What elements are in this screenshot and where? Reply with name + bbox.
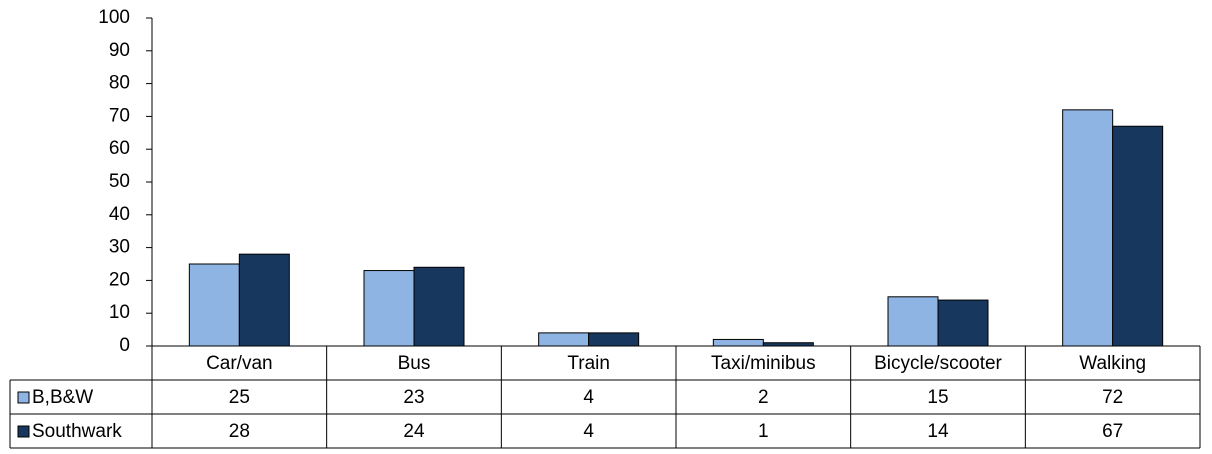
- bar: [363, 270, 415, 347]
- bar: [188, 263, 240, 347]
- bar: [238, 253, 290, 347]
- y-tick-label: 100: [98, 7, 130, 28]
- y-tick-label: 50: [109, 171, 130, 192]
- x-tick-label: Walking: [1079, 353, 1146, 374]
- table-value: 25: [229, 387, 250, 408]
- y-tick-label: 20: [109, 269, 130, 290]
- y-tick-label: 80: [109, 73, 130, 94]
- table-value: 4: [583, 421, 594, 442]
- y-tick-label: 10: [109, 302, 130, 323]
- table-value: 72: [1102, 387, 1123, 408]
- bar: [1062, 109, 1114, 347]
- legend-key: [17, 425, 30, 438]
- y-tick-label: 60: [109, 138, 130, 159]
- x-tick-label: Train: [567, 353, 610, 374]
- bar: [937, 299, 989, 347]
- table-value: 24: [403, 421, 425, 442]
- table-value: 2: [758, 387, 769, 408]
- x-tick-label: Bicycle/scooter: [874, 353, 1002, 374]
- table-value: 15: [927, 387, 948, 408]
- y-tick-label: 90: [109, 40, 130, 61]
- table-value: 14: [927, 421, 949, 442]
- bar: [1112, 125, 1164, 347]
- bar: [413, 266, 465, 347]
- bar: [887, 296, 939, 347]
- x-tick-label: Car/van: [206, 353, 273, 374]
- x-tick-label: Bus: [398, 353, 431, 374]
- table-value: 67: [1102, 421, 1123, 442]
- bar: [588, 332, 640, 347]
- table-value: 4: [583, 387, 594, 408]
- x-tick-label: Taxi/minibus: [711, 353, 816, 374]
- y-tick-label: 0: [119, 335, 130, 356]
- legend-key: [17, 391, 30, 404]
- legend-label: Southwark: [32, 421, 122, 442]
- table-value: 23: [403, 387, 424, 408]
- y-tick-label: 70: [109, 105, 130, 126]
- y-tick-label: 40: [109, 204, 130, 225]
- y-tick-label: 30: [109, 237, 130, 258]
- bar: [538, 332, 590, 347]
- table-value: 28: [229, 421, 250, 442]
- table-value: 1: [758, 421, 769, 442]
- legend-label: B,B&W: [32, 387, 93, 408]
- bar: [712, 338, 764, 347]
